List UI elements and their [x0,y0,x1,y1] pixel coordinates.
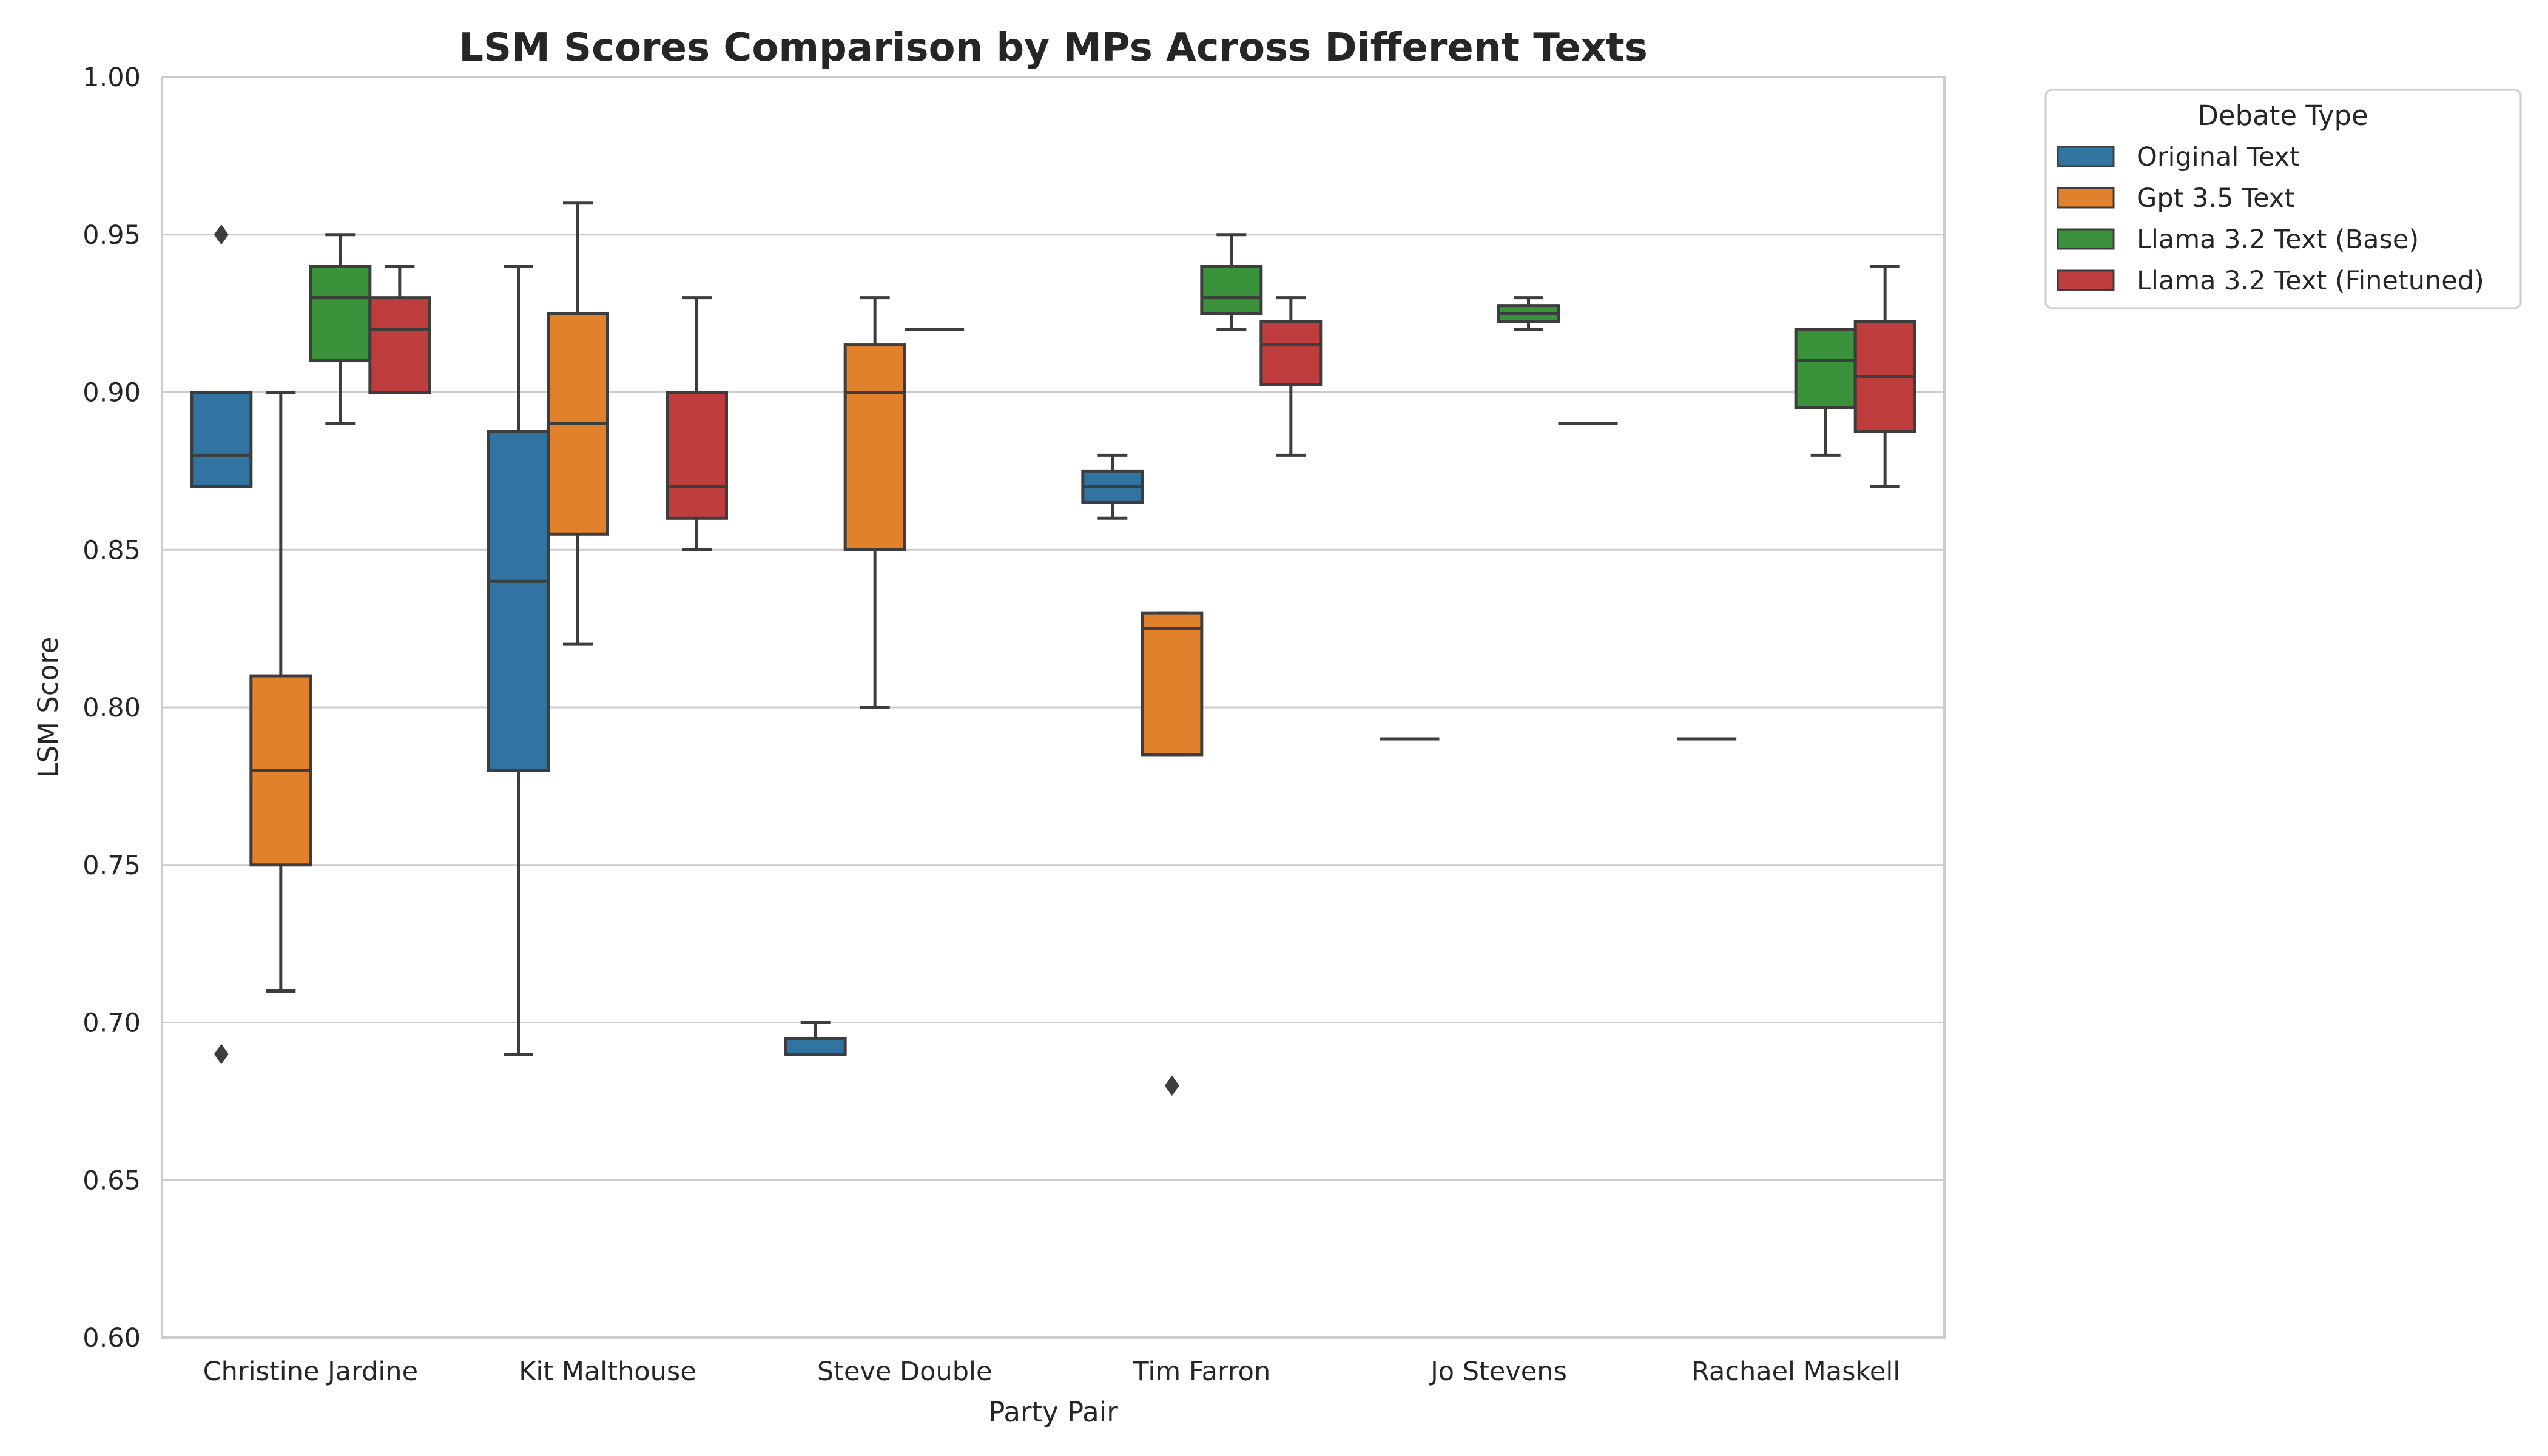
box-1-3 [1141,611,1204,1096]
y-tick-label: 0.65 [83,1165,141,1196]
box-rect [368,296,431,394]
box-0-1 [487,265,550,1056]
box-2-5 [1794,328,1857,457]
box-2-4 [1497,296,1560,331]
y-tick-label: 0.75 [83,851,141,881]
box-rect [666,391,728,520]
plot-frame [161,76,1946,1339]
legend: Debate Type Original Text Gpt 3.5 Text L… [2044,89,2522,309]
legend-frame [2044,89,2522,309]
x-tick-label: Tim Farron [1132,1357,1270,1387]
box-3-5 [1853,265,1916,488]
box-1-1 [547,201,609,646]
box-rect [487,430,550,772]
flier-point [214,224,229,245]
box-3-0 [368,265,431,394]
x-tick-label: Kit Malthouse [519,1357,696,1387]
legend-swatch-original-text [2057,146,2115,167]
box-rect [1200,265,1263,315]
plot-area [190,201,1916,1096]
x-axis: Christine Jardine Kit Malthouse Steve Doub… [203,1357,1901,1387]
x-tick-label: Christine Jardine [203,1357,418,1387]
x-tick-label: Rachael Maskell [1691,1357,1900,1387]
y-tick-label: 1.00 [83,62,141,93]
box-0-2 [784,1021,847,1056]
legend-swatch-llama-finetuned [2057,269,2115,291]
box-rect [1794,328,1857,410]
legend-swatch-llama-base [2057,228,2115,250]
box-rect [1141,611,1204,757]
legend-entry-llama-finetuned: Llama 3.2 Text (Finetuned) [2137,266,2484,296]
y-tick-label: 0.90 [83,378,141,408]
box-rect [309,265,372,363]
x-axis-label: Party Pair [988,1396,1118,1428]
flier-point [1164,1075,1179,1096]
legend-entry-original-text: Original Text [2137,142,2300,172]
box-2-0 [309,233,372,425]
box-0-0 [190,224,253,1065]
legend-title: Debate Type [2197,99,2368,132]
box-rect [784,1036,847,1056]
legend-swatch-gpt-3-5-text [2057,187,2115,209]
y-tick-label: 0.85 [83,535,141,565]
y-tick-label: 0.80 [83,693,141,723]
flier-point [214,1043,229,1065]
y-tick-label: 0.95 [83,220,141,251]
y-tick-label: 0.60 [83,1323,141,1353]
chart-title: LSM Scores Comparison by MPs Across Diff… [459,25,1648,70]
legend-entry-llama-base: Llama 3.2 Text (Base) [2137,224,2419,255]
box-3-3 [1259,296,1323,457]
x-tick-label: Steve Double [817,1357,993,1387]
box-1-0 [249,391,312,993]
legend-entry-gpt-3-5-text: Gpt 3.5 Text [2137,183,2294,214]
box-2-3 [1200,233,1263,331]
box-0-3 [1081,453,1144,520]
y-axis-label: LSM Score [32,637,64,778]
box-1-2 [843,296,906,709]
box-rect [1259,320,1323,386]
y-tick-label: 0.70 [83,1008,141,1039]
box-3-1 [666,296,728,551]
box-rect [190,391,253,488]
box-rect [843,343,906,551]
x-tick-label: Jo Stevens [1429,1357,1567,1387]
y-axis: 0.60 0.65 0.70 0.75 0.80 0.85 0.90 0.95 1.00 [83,62,141,1353]
